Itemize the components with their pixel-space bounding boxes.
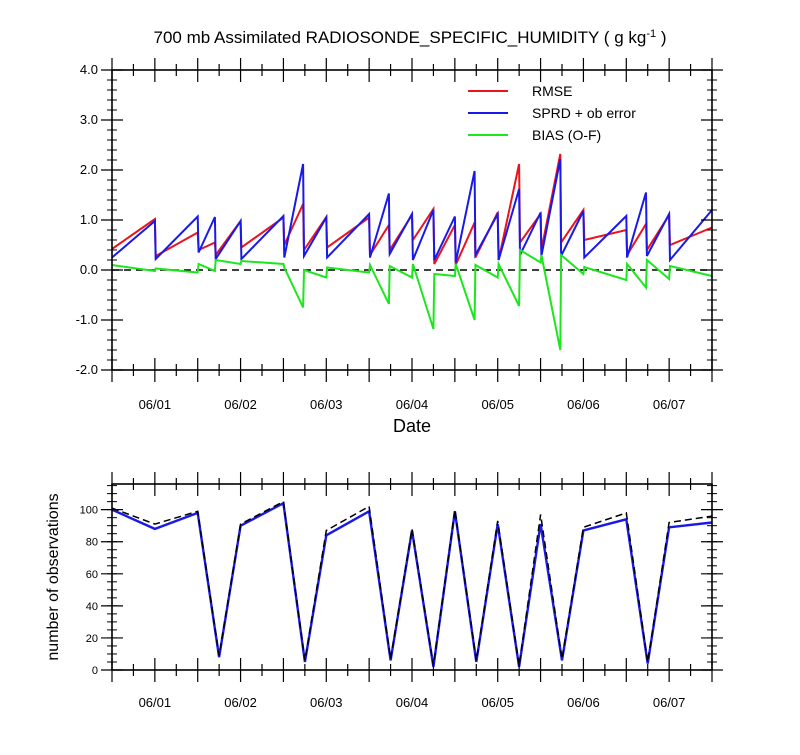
top-xtick-label: 06/01	[139, 397, 172, 412]
top-xtick-label: 06/07	[653, 397, 686, 412]
top-legend-label-1: SPRD + ob error	[532, 105, 636, 121]
bottom-series-0	[111, 501, 713, 667]
bottom-ytick-label: 0	[92, 665, 98, 677]
top-xtick-label: 06/05	[481, 397, 514, 412]
top-ytick-label: 1.0	[80, 212, 98, 227]
chart-title-suffix: )	[656, 28, 666, 47]
bottom-xtick-label: 06/05	[481, 695, 514, 710]
bottom-ytick-label: 100	[80, 505, 98, 517]
top-xtick-label: 06/02	[224, 397, 257, 412]
top-ytick-label: -2.0	[76, 362, 98, 377]
top-legend-label-2: BIAS (O-F)	[532, 127, 601, 143]
top-xtick-label: 06/06	[567, 397, 600, 412]
bottom-ytick-label: 40	[86, 601, 98, 613]
chart-title-main: 700 mb Assimilated RADIOSONDE_SPECIFIC_H…	[154, 28, 647, 47]
bottom-xtick-label: 06/01	[139, 695, 172, 710]
top-xlabel: Date	[393, 416, 431, 436]
bottom-series-1	[111, 500, 713, 666]
chart-title: 700 mb Assimilated RADIOSONDE_SPECIFIC_H…	[154, 28, 667, 47]
top-xtick-label: 06/03	[310, 397, 343, 412]
top-ytick-label: 0.0	[80, 262, 98, 277]
bottom-frame	[111, 483, 713, 671]
bottom-xtick-label: 06/04	[396, 695, 429, 710]
bottom-xtick-label: 06/06	[567, 695, 600, 710]
chart-title-superscript: -1	[646, 28, 656, 40]
top-ytick-label: 2.0	[80, 162, 98, 177]
bottom-ytick-label: 60	[86, 569, 98, 581]
bottom-xtick-label: 06/02	[224, 695, 257, 710]
bottom-ytick-label: 80	[86, 537, 98, 549]
panel-bottom: 0 20 40 60 80 100 06/01 06/02 06/03 06/04 06/05 06/…	[45, 472, 723, 710]
top-ytick-label: 4.0	[80, 62, 98, 77]
bottom-xtick-label: 06/07	[653, 695, 686, 710]
top-ytick-label: -1.0	[76, 312, 98, 327]
bottom-xtick-label: 06/03	[310, 695, 343, 710]
bottom-ytick-label: 20	[86, 633, 98, 645]
top-ytick-label: 3.0	[80, 112, 98, 127]
top-legend-label-0: RMSE	[532, 83, 572, 99]
bottom-ylabel: number of observations	[45, 493, 62, 660]
top-xtick-label: 06/04	[396, 397, 429, 412]
top-series-1	[111, 158, 713, 263]
panel-top: -2.0 -1.0 0.0 1.0 2.0 3.0 4.0 06/01 06/02 06/03 06…	[76, 58, 723, 436]
top-series-2	[111, 248, 713, 351]
